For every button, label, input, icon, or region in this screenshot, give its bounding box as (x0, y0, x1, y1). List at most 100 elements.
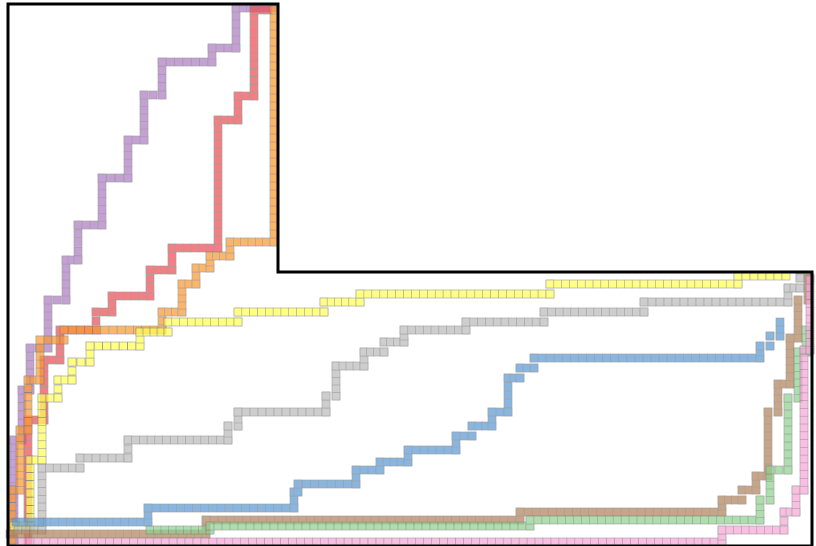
path-cell (785, 341, 795, 351)
path-cell (249, 60, 259, 70)
path-cell (15, 485, 25, 495)
path-cell (67, 375, 77, 385)
path-cell (547, 507, 557, 517)
path-cell (774, 465, 784, 475)
path-cell (739, 353, 749, 363)
path-cell (793, 333, 803, 343)
path-cell (43, 343, 53, 353)
path-cell (765, 495, 775, 505)
path-cell (355, 289, 365, 299)
path-cell (610, 353, 620, 363)
path-cell (75, 453, 85, 463)
path-cell (61, 295, 71, 305)
path-cell (249, 83, 259, 93)
path-cell (503, 407, 513, 417)
path-cell (549, 515, 559, 525)
path-cell (233, 317, 243, 327)
path-cell (61, 263, 71, 273)
path-cell (115, 529, 125, 539)
path-cell (317, 521, 327, 531)
path-cell (764, 525, 773, 535)
path-cell (620, 515, 630, 525)
path-cell (43, 319, 53, 329)
path-cell (763, 407, 773, 417)
path-cell (179, 317, 188, 327)
path-cell (602, 353, 611, 363)
path-cell (381, 521, 391, 531)
path-cell (153, 265, 162, 275)
path-cell (25, 472, 35, 481)
path-cell (257, 503, 266, 513)
path-cell (27, 517, 36, 527)
path-cell (701, 507, 711, 517)
path-cell (799, 368, 809, 378)
path-cell (233, 115, 243, 125)
path-cell (461, 521, 471, 531)
path-cell (580, 507, 589, 517)
path-cell (795, 273, 805, 283)
path-cell (200, 435, 210, 445)
path-cell (592, 279, 602, 289)
path-cell (341, 521, 351, 531)
path-cell (233, 91, 243, 101)
path-cell (83, 453, 93, 463)
path-cell (319, 307, 329, 317)
path-cell (157, 74, 167, 83)
path-cell (139, 98, 149, 107)
path-cell (135, 517, 145, 527)
path-cell (576, 279, 586, 289)
path-cell (293, 479, 303, 489)
path-cell (805, 275, 815, 285)
path-cell (15, 470, 25, 480)
path-cell (715, 353, 724, 363)
path-cell (25, 505, 35, 514)
region-outline (6, 2, 814, 546)
path-cell (652, 515, 662, 525)
path-cell (426, 289, 436, 299)
path-cell (68, 463, 77, 473)
path-cell (73, 255, 83, 265)
path-cell (318, 479, 328, 489)
path-cell (168, 525, 177, 535)
path-cell (273, 503, 283, 513)
path-cell (157, 82, 167, 92)
path-cell (131, 435, 140, 445)
path-cell (97, 212, 107, 222)
path-cell (112, 517, 122, 527)
path-cell (43, 303, 53, 313)
path-cell (326, 479, 336, 489)
path-cell (783, 417, 793, 427)
path-cell (719, 297, 729, 307)
path-cell (644, 507, 654, 517)
path-cell (373, 521, 383, 531)
path-cell (119, 341, 128, 351)
path-cell (717, 279, 727, 289)
path-cell (515, 373, 525, 383)
path-cell (799, 431, 809, 440)
path-cell (145, 265, 155, 275)
path-cell (59, 335, 69, 345)
path-cell (73, 517, 83, 527)
path-cell (223, 421, 233, 431)
path-cell (213, 163, 223, 173)
path-cell (600, 279, 610, 289)
path-cell (799, 485, 809, 495)
path-cell (725, 279, 735, 289)
path-cell (232, 503, 242, 513)
path-cell (793, 310, 803, 320)
path-cell (785, 371, 795, 381)
path-cell (293, 521, 303, 531)
path-cell (43, 311, 53, 321)
path-cell (225, 237, 235, 247)
path-cell (166, 57, 175, 67)
path-cell (35, 335, 45, 345)
path-cell (573, 515, 582, 525)
path-cell (73, 220, 83, 230)
path-cell (655, 279, 665, 289)
path-cell (678, 279, 688, 289)
path-cell (695, 297, 705, 307)
path-cell (221, 521, 231, 531)
path-cell (477, 317, 486, 327)
path-cell (418, 289, 428, 299)
path-cell (215, 43, 225, 53)
